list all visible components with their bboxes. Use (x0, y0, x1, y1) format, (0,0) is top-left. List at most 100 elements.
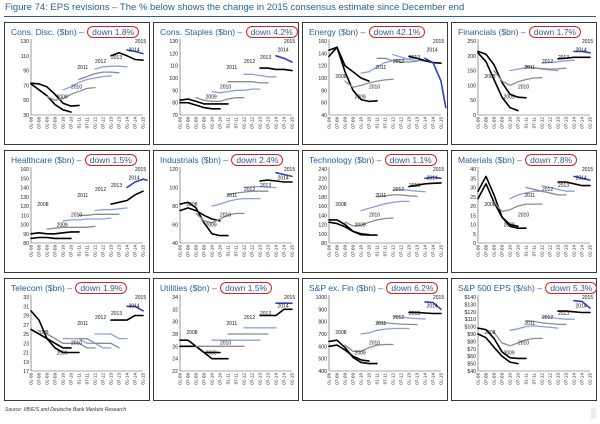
x-tick-label: 01-13 (407, 373, 412, 385)
x-tick-label: 01-11 (226, 245, 231, 257)
x-tick-label: 07-08 (37, 245, 42, 257)
y-tick-label: 80 (321, 88, 327, 94)
x-tick-label: 01-15 (439, 373, 444, 385)
series-line-2008 (30, 236, 72, 240)
year-annotation: 2013 (111, 55, 122, 61)
series-line-2013 (392, 316, 426, 320)
year-annotation: 2013 (409, 55, 420, 61)
year-annotation: 2013 (111, 311, 122, 317)
x-tick-label: 01-10 (61, 245, 66, 257)
year-annotation: 2010 (518, 212, 529, 218)
y-tick-label: 50 (470, 98, 476, 104)
y-tick-label: 110 (170, 64, 178, 70)
chart-title: Industrials ($bn) – down 2.4% (160, 154, 284, 166)
year-annotation: 2013 (260, 311, 271, 317)
year-annotation: 2009 (504, 351, 515, 357)
x-tick-label: 07-09 (202, 373, 207, 385)
change-badge: down 42.1% (368, 26, 426, 38)
chart-title: Utilities ($bn) – down 1.5% (160, 282, 273, 294)
year-annotation: 2014 (129, 303, 140, 309)
x-tick-label: 07-12 (399, 373, 404, 385)
chart-title: Technology ($bn) – down 1.1% (309, 154, 437, 166)
year-annotation: 2010 (369, 340, 380, 346)
series-line-2013 (243, 73, 277, 78)
year-annotation: 2011 (524, 193, 535, 199)
x-tick-label: 01-12 (540, 245, 545, 257)
year-annotation: 2011 (77, 321, 88, 327)
series-line-2009 (30, 231, 80, 235)
y-tick-label: 60 (172, 223, 178, 229)
x-tick-label: 07-10 (218, 117, 223, 129)
x-tick-label: 01-10 (359, 117, 364, 129)
x-tick-label: 07-08 (186, 245, 191, 257)
y-tick-label: 60 (321, 101, 327, 107)
chart-panel: 400 500 600 700 800 900 1000 01-08 07-08 01-09 07-… (302, 278, 448, 401)
x-tick-label: 01-13 (258, 373, 263, 385)
series-line-2014 (408, 55, 442, 65)
y-tick-label: 250 (467, 39, 476, 45)
y-tick-label: 40 (172, 241, 178, 247)
x-tick-label: 01-11 (524, 373, 529, 385)
y-tick-label: 22 (172, 369, 178, 375)
x-tick-label: 07-13 (117, 245, 122, 257)
year-annotation: 2015 (433, 39, 444, 45)
x-tick-label: 01-08 (327, 117, 332, 129)
y-tick-label: 0 (473, 241, 476, 247)
y-tick-label: 0 (473, 113, 476, 119)
x-tick-label: 07-13 (415, 117, 420, 129)
y-tick-label: $110 (465, 317, 476, 323)
y-tick-label: 220 (318, 176, 327, 182)
x-tick-label: 01-14 (423, 373, 428, 385)
y-tick-label: 500 (318, 357, 327, 363)
x-tick-label: 01-15 (290, 245, 295, 257)
x-tick-label: 07-11 (234, 117, 239, 129)
x-tick-label: 01-10 (210, 117, 215, 129)
x-tick-label: 01-13 (109, 245, 114, 257)
y-tick-label: 24 (172, 357, 178, 363)
year-annotation: 2010 (369, 84, 380, 90)
series-line-2012 (78, 213, 120, 216)
x-tick-label: 01-09 (45, 373, 50, 385)
y-tick-label: 31 (23, 304, 29, 310)
x-tick-label: 01-15 (588, 373, 593, 385)
x-tick-label: 07-13 (415, 373, 420, 385)
year-annotation: 2011 (77, 193, 88, 199)
y-tick-label: 110 (21, 54, 29, 60)
x-tick-label: 01-13 (407, 245, 412, 257)
year-annotation: 2013 (409, 311, 420, 317)
x-tick-label: 01-14 (423, 117, 428, 129)
x-tick-label: 07-09 (500, 245, 505, 257)
series-line-2010 (46, 333, 96, 349)
x-tick-label: 01-08 (327, 245, 332, 257)
y-tick-label: 100 (169, 76, 178, 82)
x-tick-label: 01-13 (407, 117, 412, 129)
year-annotation: 2010 (220, 340, 231, 346)
series-line-2008 (477, 182, 519, 228)
y-tick-label: 120 (169, 51, 178, 57)
x-tick-label: 01-14 (572, 117, 577, 129)
year-annotation: 2014 (427, 47, 438, 53)
y-tick-label: $40 (467, 369, 476, 375)
x-tick-label: 01-09 (45, 117, 50, 129)
x-tick-label: 07-10 (516, 373, 521, 385)
y-tick-label: 17 (23, 369, 29, 375)
y-tick-label: 240 (318, 167, 327, 173)
year-annotation: 2011 (375, 321, 386, 327)
x-tick-label: 01-15 (439, 245, 444, 257)
year-annotation: 2010 (518, 84, 529, 90)
year-annotation: 2011 (226, 193, 237, 199)
x-tick-label: 01-09 (343, 373, 348, 385)
year-annotation: 2010 (369, 212, 380, 218)
year-annotation: 2011 (375, 65, 386, 71)
chart-title-text: S&P ex. Fin ($bn) – (309, 283, 386, 293)
year-annotation: 2012 (542, 59, 553, 65)
chart-title-text: Healthcare ($bn) – (11, 155, 84, 165)
y-tick-label: 25 (470, 195, 476, 201)
year-annotation: 2014 (427, 175, 438, 181)
x-tick-label: 07-11 (532, 373, 537, 385)
series-line-2013 (541, 59, 575, 64)
change-badge: down 5.3% (545, 282, 598, 294)
y-tick-label: 80 (321, 241, 327, 247)
x-tick-label: 01-08 (327, 373, 332, 385)
